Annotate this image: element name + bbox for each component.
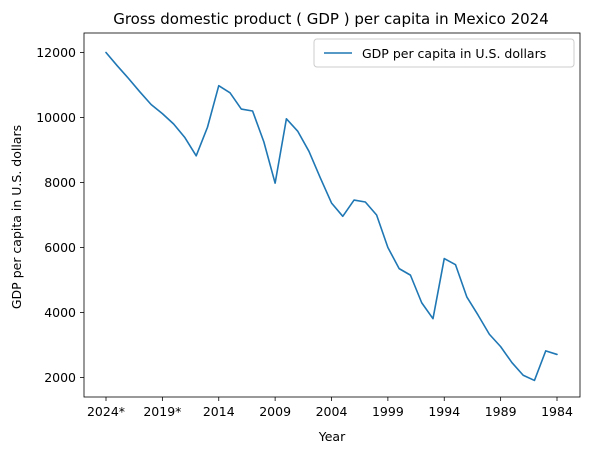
- axis-ticks: 2024* 2019* 2014 2009 2004 1999 1994 1989 1984 20…: [36, 45, 573, 419]
- legend-box: [313, 38, 575, 68]
- x-tick-label: 2024*: [87, 404, 125, 419]
- y-tick-label: 2000: [44, 370, 76, 385]
- chart-title: Gross domestic product ( GDP ) per capit…: [113, 10, 549, 28]
- legend: GDP per capita in U.S. dollars: [313, 38, 575, 68]
- y-tick-label: 10000: [36, 110, 76, 125]
- x-axis-title: Year: [318, 429, 346, 444]
- x-tick-label: 2004: [316, 404, 348, 419]
- y-tick-label: 8000: [44, 175, 76, 190]
- x-tick-label: 1989: [485, 404, 517, 419]
- gdp-per-capita-line: [105, 51, 558, 382]
- legend-label: GDP per capita in U.S. dollars: [362, 46, 546, 61]
- x-tick-label: 1984: [541, 404, 573, 419]
- x-tick-label: 2019*: [143, 404, 181, 419]
- y-tick-label: 6000: [44, 240, 76, 255]
- x-tick-label: 1999: [372, 404, 404, 419]
- x-tick-label: 2009: [259, 404, 291, 419]
- y-tick-label: 12000: [36, 45, 76, 60]
- x-tick-label: 1994: [428, 404, 460, 419]
- x-tick-label: 2014: [203, 404, 235, 419]
- plot-area-frame: [83, 32, 581, 398]
- y-axis-title: GDP per capita in U.S. dollars: [9, 125, 24, 309]
- y-tick-label: 4000: [44, 305, 76, 320]
